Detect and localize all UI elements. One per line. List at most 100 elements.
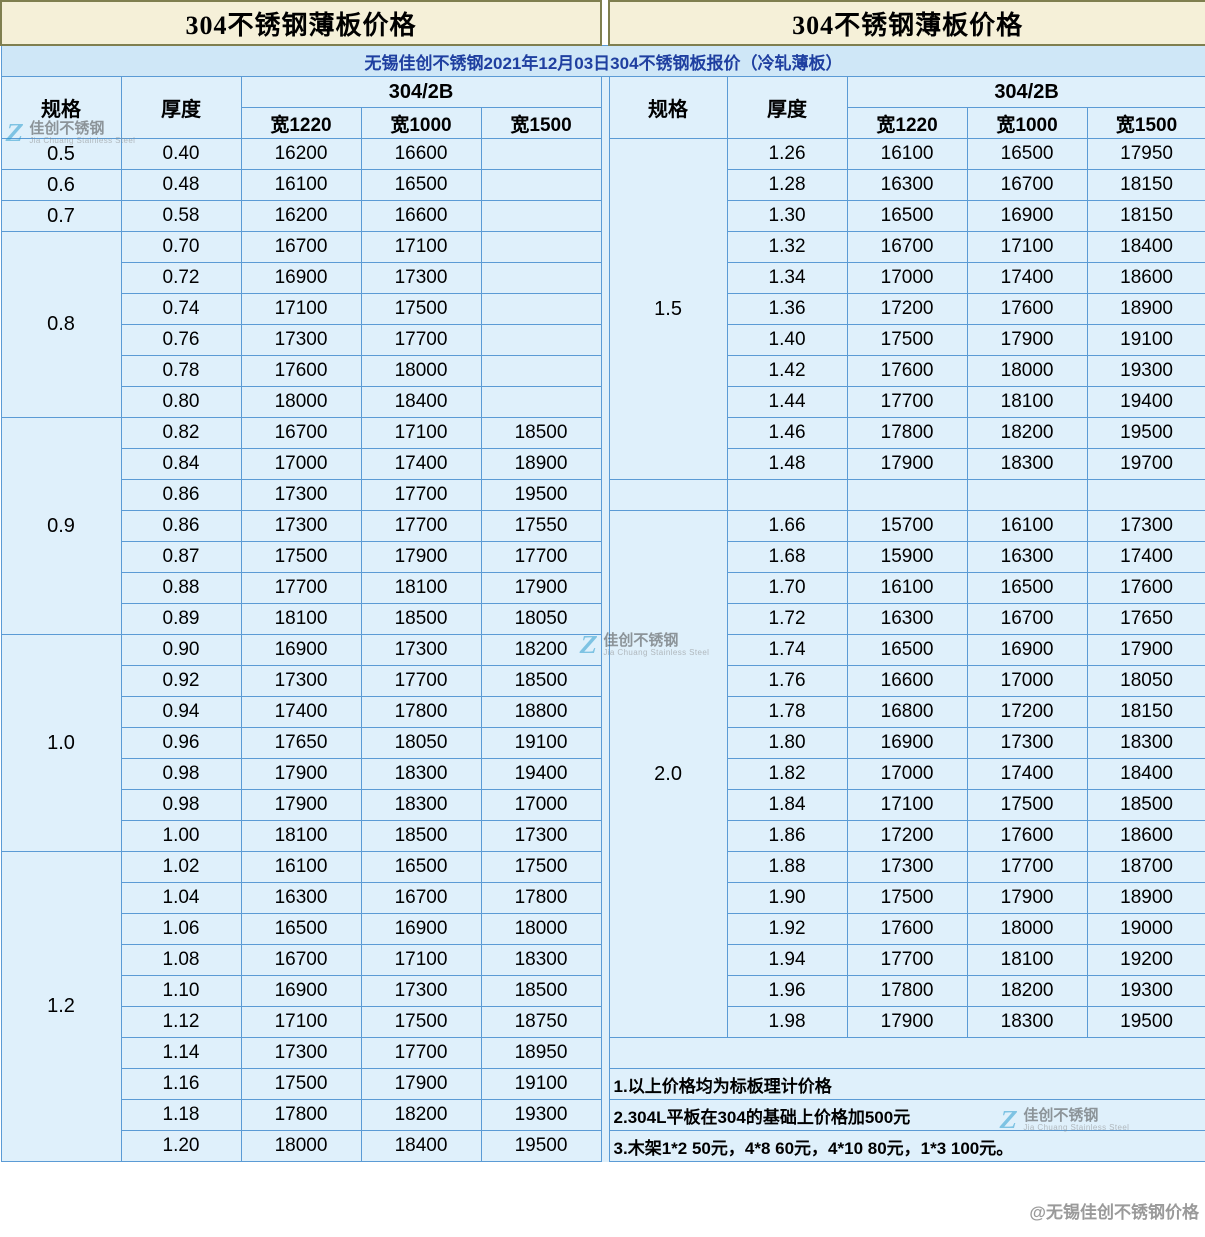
price-1220-cell: 16900 [240,262,362,294]
thickness-cell: 1.74 [726,634,848,666]
price-1000-cell: 16300 [966,541,1088,573]
price-1500-cell: 19500 [480,479,602,511]
price-1220-cell: 18100 [240,603,362,635]
price-1220-cell: 17900 [846,448,968,480]
price-1220-cell: 17100 [240,1006,362,1038]
price-1500-cell [480,262,602,294]
header-w1000-right: 宽1000 [966,107,1088,139]
price-1220-cell: 16900 [240,975,362,1007]
price-1500-cell: 19400 [1086,386,1205,418]
table-row: 0.78 17600 18000 1.42 17600 18000 19300 [1,355,1205,387]
price-1000-cell: 18000 [966,913,1088,945]
price-1000-cell: 18050 [360,727,482,759]
table-row: 0.9 0.82 16700 17100 18500 1.46 17800 18200 1950… [0,417,1205,635]
table-row: 0.76 17300 17700 1.40 17500 17900 19100 [1,324,1205,356]
price-1500-cell: 18150 [1086,696,1205,728]
price-1500-cell: 19300 [480,1099,602,1131]
spec-cell: 0.9 [0,417,122,635]
price-1000-cell: 17600 [966,820,1088,852]
thickness-cell [726,479,848,511]
price-1220-cell: 18000 [240,1130,362,1162]
price-1500-cell: 18400 [1086,231,1205,263]
price-1220-cell: 16700 [240,944,362,976]
price-1000-cell: 17300 [360,262,482,294]
thickness-cell: 1.28 [726,169,848,201]
price-1220-cell: 17500 [240,1068,362,1100]
price-1500-cell: 18300 [480,944,602,976]
price-1000-cell: 17000 [966,665,1088,697]
thickness-cell: 1.08 [120,944,242,976]
table-row: 0.5 0.40 16200 16600 1.5 1.26 16100 16500 17950 [0,138,1205,1162]
table-row: 1.16 17500 17900 19100 1.以上价格均为标板理计价格 [1,1068,1205,1100]
price-1220-cell: 17600 [240,355,362,387]
price-1220-cell: 17200 [846,293,968,325]
price-1000-cell: 17500 [360,1006,482,1038]
price-1220-cell: 17200 [846,820,968,852]
price-1220-cell: 15900 [846,541,968,573]
thickness-cell: 0.86 [120,479,242,511]
price-1220-cell: 16500 [240,913,362,945]
price-1500-cell: 19100 [480,1068,602,1100]
thickness-cell: 1.68 [726,541,848,573]
price-1220-cell: 17650 [240,727,362,759]
header-thickness-left: 厚度 [120,76,242,139]
price-1220-cell: 17700 [240,572,362,604]
price-1220-cell: 16700 [240,231,362,263]
price-1500-cell: 18900 [1086,293,1205,325]
price-1000-cell: 17100 [360,231,482,263]
thickness-cell: 0.87 [120,541,242,573]
price-1500-cell [480,324,602,356]
thickness-cell: 1.32 [726,231,848,263]
price-1500-cell: 19400 [480,758,602,790]
price-1500-cell: 17550 [480,510,602,542]
header-w1500-right: 宽1500 [1086,107,1205,139]
header-w1220-right: 宽1220 [846,107,968,139]
thickness-cell: 0.96 [120,727,242,759]
price-1220-cell [846,479,968,511]
price-1220-cell: 16600 [846,665,968,697]
thickness-cell: 0.80 [120,386,242,418]
price-1000-cell: 17400 [966,758,1088,790]
price-1220-cell: 16300 [846,169,968,201]
thickness-cell: 0.48 [120,169,242,201]
price-1000-cell: 17100 [360,944,482,976]
spec-cell: 2.0 [608,510,728,1038]
price-1220-cell: 17800 [846,417,968,449]
thickness-cell: 0.88 [120,572,242,604]
price-1220-cell: 17300 [846,851,968,883]
thickness-cell: 0.78 [120,355,242,387]
price-1220-cell: 16700 [846,231,968,263]
table-row: 0.72 16900 17300 1.34 17000 17400 18600 [1,262,1205,294]
price-1500-cell [480,169,602,201]
credit-watermark: @无锡佳创不锈钢价格 [1029,1203,1199,1222]
thickness-cell: 1.76 [726,665,848,697]
price-1000-cell: 18300 [360,758,482,790]
table-row: 0.74 17100 17500 1.36 17200 17600 18900 [1,293,1205,325]
price-1220-cell: 17600 [846,913,968,945]
price-1220-cell: 16200 [240,200,362,232]
price-1500-cell: 18400 [1086,758,1205,790]
price-1000-cell: 17400 [966,262,1088,294]
price-1500-cell [480,200,602,232]
thickness-cell: 0.76 [120,324,242,356]
price-1000-cell [966,479,1088,511]
thickness-cell: 0.89 [120,603,242,635]
thickness-cell: 0.74 [120,293,242,325]
price-1000-cell: 18500 [360,603,482,635]
price-1220-cell: 16200 [240,138,362,170]
thickness-cell: 1.66 [726,510,848,542]
price-1220-cell: 17300 [240,510,362,542]
price-1000-cell: 16600 [360,200,482,232]
price-1220-cell: 18000 [240,386,362,418]
price-1000-cell: 18500 [360,820,482,852]
price-1000-cell: 16600 [360,138,482,170]
table-row: 1.14 17300 17700 18950 [1,1037,1205,1069]
thickness-cell: 0.94 [120,696,242,728]
thickness-cell: 1.82 [726,758,848,790]
price-1220-cell: 16100 [240,169,362,201]
price-1500-cell: 19300 [1086,355,1205,387]
price-1500-cell: 19500 [480,1130,602,1162]
price-1220-cell: 17900 [240,789,362,821]
price-1500-cell: 18050 [1086,665,1205,697]
price-1500-cell: 17650 [1086,603,1205,635]
